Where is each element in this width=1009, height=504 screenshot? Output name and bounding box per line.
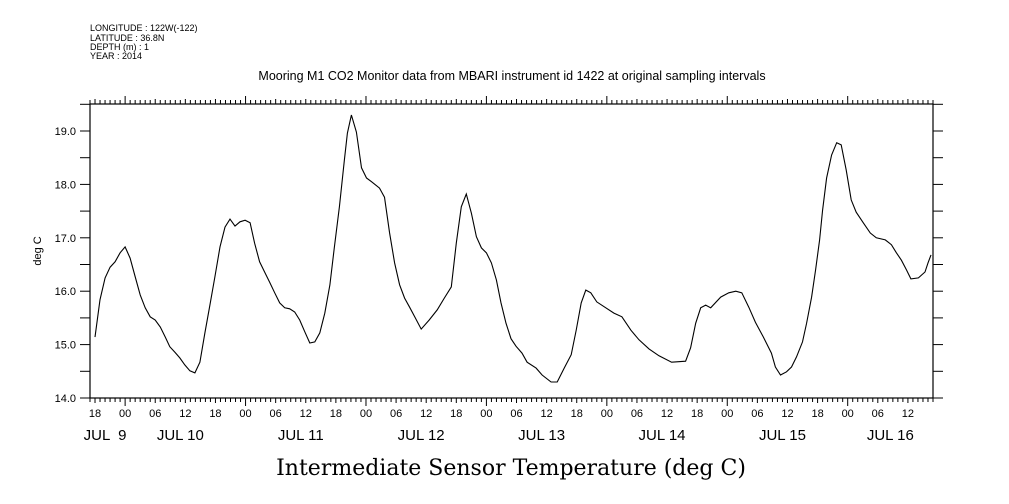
x-tick-label: 18	[811, 408, 823, 420]
header-longitude: LONGITUDE : 122W(-122)	[90, 23, 198, 33]
x-tick-label: 12	[179, 408, 191, 420]
x-day-label: JUL 11	[278, 427, 324, 444]
header-depth: DEPTH (m) : 1	[90, 42, 149, 52]
x-tick-label: 18	[450, 408, 462, 420]
x-tick-label: 00	[601, 408, 613, 420]
x-day-label: JUL 16	[867, 427, 914, 444]
x-day-label: JUL 13	[518, 427, 565, 444]
x-day-label: JUL 9	[84, 427, 127, 444]
x-tick-label: 00	[721, 408, 733, 420]
x-tick-label: 00	[842, 408, 854, 420]
x-tick-label: 00	[480, 408, 492, 420]
x-tick-label: 18	[89, 408, 101, 420]
axes: 18 00 06 12 18 00 06 12 18 00 06 12 18 00 06 12 18 00 06 12…	[55, 96, 943, 444]
x-tick-label: 12	[902, 408, 914, 420]
x-tick-label: 06	[149, 408, 161, 420]
x-day-label: JUL 10	[157, 427, 204, 444]
y-tick-label: 15.0	[55, 340, 76, 352]
x-tick-label: 00	[360, 408, 372, 420]
x-tick-label: 12	[781, 408, 793, 420]
x-tick-label: 06	[270, 408, 282, 420]
header-latitude: LATITUDE : 36.8N	[90, 33, 164, 43]
x-tick-label: 18	[691, 408, 703, 420]
x-tick-label: 00	[119, 408, 131, 420]
y-tick-label: 19.0	[55, 126, 76, 138]
header-metadata: LONGITUDE : 122W(-122) LATITUDE : 36.8N …	[90, 23, 198, 61]
series-line-temperature	[94, 114, 932, 383]
x-tick-label: 18	[209, 408, 221, 420]
y-tick-label: 17.0	[55, 233, 76, 245]
x-tick-label: 12	[300, 408, 312, 420]
y-tick-label: 16.0	[55, 286, 76, 298]
x-tick-label: 06	[631, 408, 643, 420]
x-day-label: JUL 15	[759, 427, 806, 444]
y-tick-label: 14.0	[55, 393, 76, 405]
header-year: YEAR : 2014	[90, 51, 142, 61]
x-tick-label: 18	[330, 408, 342, 420]
plot-frame	[89, 103, 934, 399]
x-day-label: JUL 14	[639, 427, 686, 444]
chart-title: Mooring M1 CO2 Monitor data from MBARI i…	[258, 69, 765, 83]
x-tick-label: 18	[571, 408, 583, 420]
x-axis-label: Intermediate Sensor Temperature (deg C)	[276, 456, 746, 481]
x-tick-label: 12	[541, 408, 553, 420]
x-tick-label: 06	[510, 408, 522, 420]
x-tick-label: 06	[872, 408, 884, 420]
x-tick-label: 12	[661, 408, 673, 420]
y-axis-label: deg C	[32, 236, 44, 265]
x-tick-label: 06	[390, 408, 402, 420]
x-day-label: JUL 12	[398, 427, 445, 444]
y-tick-label: 18.0	[55, 179, 76, 191]
x-tick-label: 12	[420, 408, 432, 420]
x-tick-label: 00	[239, 408, 251, 420]
x-tick-label: 06	[751, 408, 763, 420]
